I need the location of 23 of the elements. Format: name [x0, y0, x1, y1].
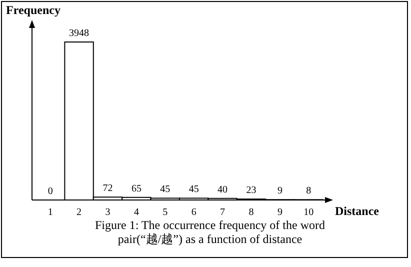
x-tick-label: 10	[304, 207, 314, 218]
x-tick-label: 9	[277, 207, 282, 218]
x-tick-label: 5	[162, 207, 168, 218]
data-label: 40	[218, 184, 228, 196]
data-label: 45	[188, 184, 199, 196]
data-label: 45	[160, 184, 170, 196]
x-tick-label: 4	[134, 207, 139, 218]
data-label: 72	[102, 183, 113, 194]
x-tick-label: 1	[48, 207, 53, 218]
x-tick-label: 2	[76, 207, 82, 218]
data-label: 23	[246, 185, 256, 196]
x-tick-label: 7	[220, 207, 226, 218]
data-label: 65	[131, 183, 142, 194]
data-label: 9	[277, 186, 282, 197]
data-label: 8	[306, 186, 312, 197]
y-axis-title: Frequency	[6, 3, 60, 17]
data-label: 0	[48, 186, 53, 197]
x-axis-title: Distance	[335, 204, 380, 218]
x-tick-label: 3	[105, 207, 110, 218]
text: Figure 1: The occurrence frequency of the word pair(“越/越”) as a function of distance	[94, 218, 326, 246]
data-label: 3948	[69, 28, 90, 39]
x-tick-label: 8	[248, 207, 254, 218]
x-tick-label: 6	[191, 207, 196, 218]
